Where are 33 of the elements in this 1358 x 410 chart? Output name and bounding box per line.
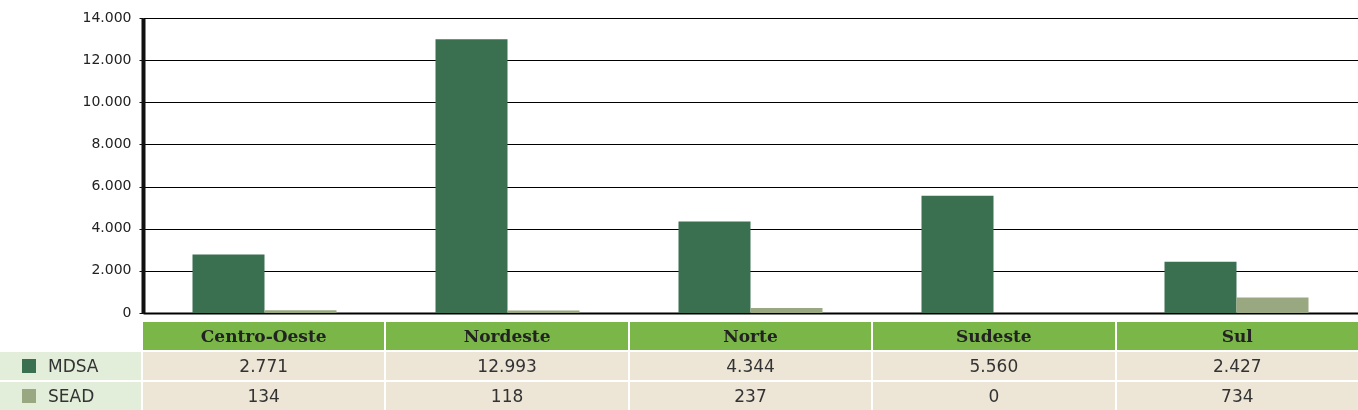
x-tick-label: Centro-Oeste xyxy=(143,322,385,350)
x-tick-label: Sudeste xyxy=(873,322,1115,350)
y-tick-label: 12.000 xyxy=(82,50,132,67)
bar xyxy=(1236,297,1309,313)
y-tick-label: 14.000 xyxy=(82,8,132,25)
y-tick-label: 6.000 xyxy=(91,177,132,194)
y-tick-label: 4.000 xyxy=(91,219,132,236)
data-label: 734 xyxy=(1116,382,1358,410)
bar xyxy=(750,308,823,313)
data-label: 0 xyxy=(873,382,1115,410)
y-tick-label: 8.000 xyxy=(91,134,132,151)
data-label: 2.427 xyxy=(1116,352,1358,380)
y-tick-label: 10.000 xyxy=(82,92,132,109)
bar xyxy=(192,254,265,313)
bar xyxy=(264,310,337,313)
bar xyxy=(1164,261,1237,313)
bar xyxy=(678,221,751,313)
data-label: 237 xyxy=(629,382,872,410)
bar xyxy=(435,39,508,313)
x-tick-label: Norte xyxy=(629,322,872,350)
data-label: 5.560 xyxy=(873,352,1115,380)
data-label: 134 xyxy=(143,382,385,410)
x-tick-label: Nordeste xyxy=(386,322,628,350)
data-label: 4.344 xyxy=(629,352,872,380)
data-label: 12.993 xyxy=(386,352,628,380)
y-tick-label: 2.000 xyxy=(91,261,132,278)
data-label: 118 xyxy=(386,382,628,410)
bar xyxy=(921,195,994,313)
y-tick-label: 0 xyxy=(122,303,132,320)
legend-label: MDSA xyxy=(0,352,141,380)
legend-label: SEAD xyxy=(0,382,141,410)
data-label: 2.771 xyxy=(143,352,385,380)
x-tick-label: Sul xyxy=(1116,322,1358,350)
